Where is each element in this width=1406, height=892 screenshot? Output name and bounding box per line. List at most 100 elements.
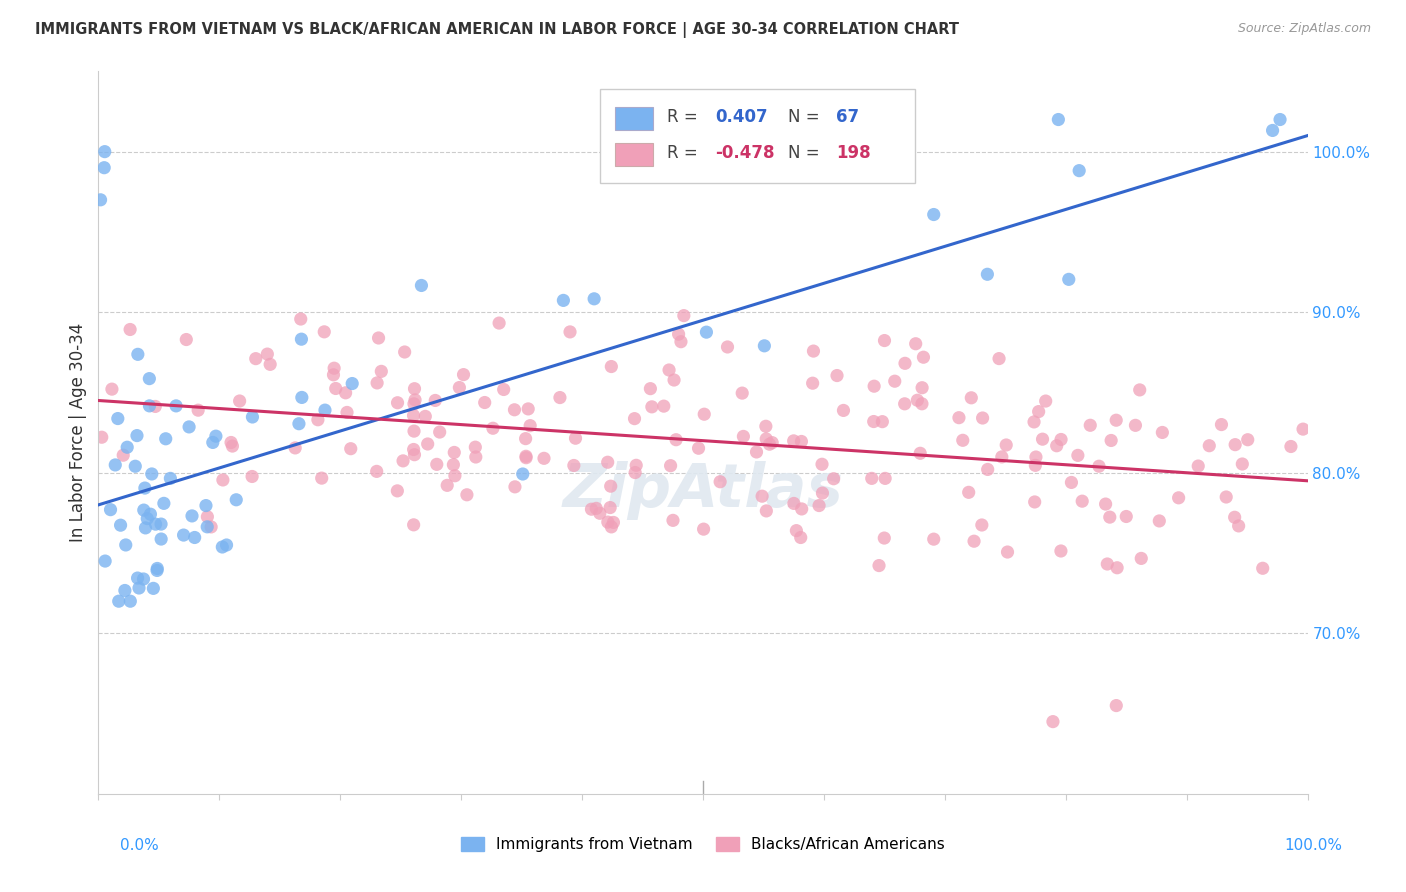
Point xyxy=(107,411,129,425)
Point xyxy=(976,267,998,281)
Point xyxy=(963,534,986,549)
Point xyxy=(1071,494,1094,508)
Point xyxy=(624,458,647,473)
Point xyxy=(173,528,195,542)
Point xyxy=(640,382,662,396)
Point xyxy=(957,485,980,500)
Text: N =: N = xyxy=(787,108,820,126)
Point xyxy=(562,458,585,473)
Point xyxy=(107,594,129,608)
Point xyxy=(1125,418,1147,433)
Point xyxy=(995,438,1018,452)
Point xyxy=(1046,439,1069,453)
Point xyxy=(242,409,264,424)
Point xyxy=(652,399,675,413)
Point xyxy=(1211,417,1233,432)
Point xyxy=(1105,413,1128,427)
Point xyxy=(948,410,970,425)
Text: R =: R = xyxy=(666,108,697,126)
Point xyxy=(1107,560,1129,574)
Point xyxy=(194,499,217,513)
Point xyxy=(988,351,1011,366)
Point xyxy=(1223,510,1246,524)
Point xyxy=(873,334,896,348)
Point xyxy=(474,395,496,409)
Point xyxy=(585,501,607,516)
Point xyxy=(515,450,537,465)
Text: IMMIGRANTS FROM VIETNAM VS BLACK/AFRICAN AMERICAN IN LABOR FORCE | AGE 30-34 COR: IMMIGRANTS FROM VIETNAM VS BLACK/AFRICAN… xyxy=(35,22,959,38)
Point xyxy=(596,455,619,469)
Point xyxy=(669,334,692,349)
Point xyxy=(125,428,148,442)
Point xyxy=(693,407,716,421)
Point xyxy=(411,278,433,293)
Point xyxy=(245,351,267,366)
Point xyxy=(1261,123,1284,137)
Point xyxy=(402,517,425,532)
Point xyxy=(225,492,247,507)
Point xyxy=(558,325,581,339)
Point xyxy=(1129,383,1152,397)
Point xyxy=(456,488,478,502)
Point xyxy=(503,402,526,417)
Point xyxy=(1024,458,1046,473)
Point xyxy=(589,506,612,520)
Point xyxy=(150,517,173,532)
Point xyxy=(688,442,710,456)
Point xyxy=(583,292,606,306)
Point xyxy=(665,433,688,447)
Text: 67: 67 xyxy=(837,108,859,126)
Point xyxy=(754,339,776,353)
Point xyxy=(127,347,149,361)
Point xyxy=(808,499,831,513)
Point xyxy=(581,502,603,516)
Point xyxy=(90,430,112,444)
Point xyxy=(894,356,917,370)
Point xyxy=(1198,439,1220,453)
Point xyxy=(134,481,156,495)
Point xyxy=(256,347,278,361)
Point xyxy=(512,467,534,481)
Point xyxy=(464,440,486,454)
Point xyxy=(970,518,993,533)
Point xyxy=(370,364,392,378)
Point xyxy=(1050,433,1073,447)
Point xyxy=(1279,440,1302,454)
Point xyxy=(211,540,233,554)
Point xyxy=(101,382,124,396)
Point xyxy=(709,475,731,489)
Point xyxy=(905,393,928,408)
Point xyxy=(862,415,884,429)
Point xyxy=(904,336,927,351)
Point xyxy=(1031,432,1053,446)
Point xyxy=(533,451,555,466)
Text: 0.0%: 0.0% xyxy=(120,838,159,854)
Point xyxy=(219,435,242,450)
Point xyxy=(658,363,681,377)
Point xyxy=(1078,418,1101,433)
Point xyxy=(155,432,177,446)
Point xyxy=(1149,514,1171,528)
Point xyxy=(825,368,848,383)
Point xyxy=(314,325,336,339)
Point xyxy=(1050,544,1073,558)
Point xyxy=(672,309,695,323)
Point xyxy=(90,193,112,207)
Point xyxy=(290,312,312,326)
Point xyxy=(623,411,645,425)
Point xyxy=(124,459,146,474)
Point xyxy=(783,496,806,510)
Point xyxy=(142,582,165,596)
Point xyxy=(443,445,465,459)
Point xyxy=(716,340,738,354)
Text: 0.407: 0.407 xyxy=(716,108,768,126)
Point xyxy=(114,538,136,552)
Point xyxy=(195,520,218,534)
Point xyxy=(100,502,122,516)
Point xyxy=(602,516,624,530)
Point xyxy=(402,409,425,423)
Point xyxy=(695,325,717,339)
Point xyxy=(564,431,586,445)
Point xyxy=(183,531,205,545)
Point xyxy=(340,376,363,391)
